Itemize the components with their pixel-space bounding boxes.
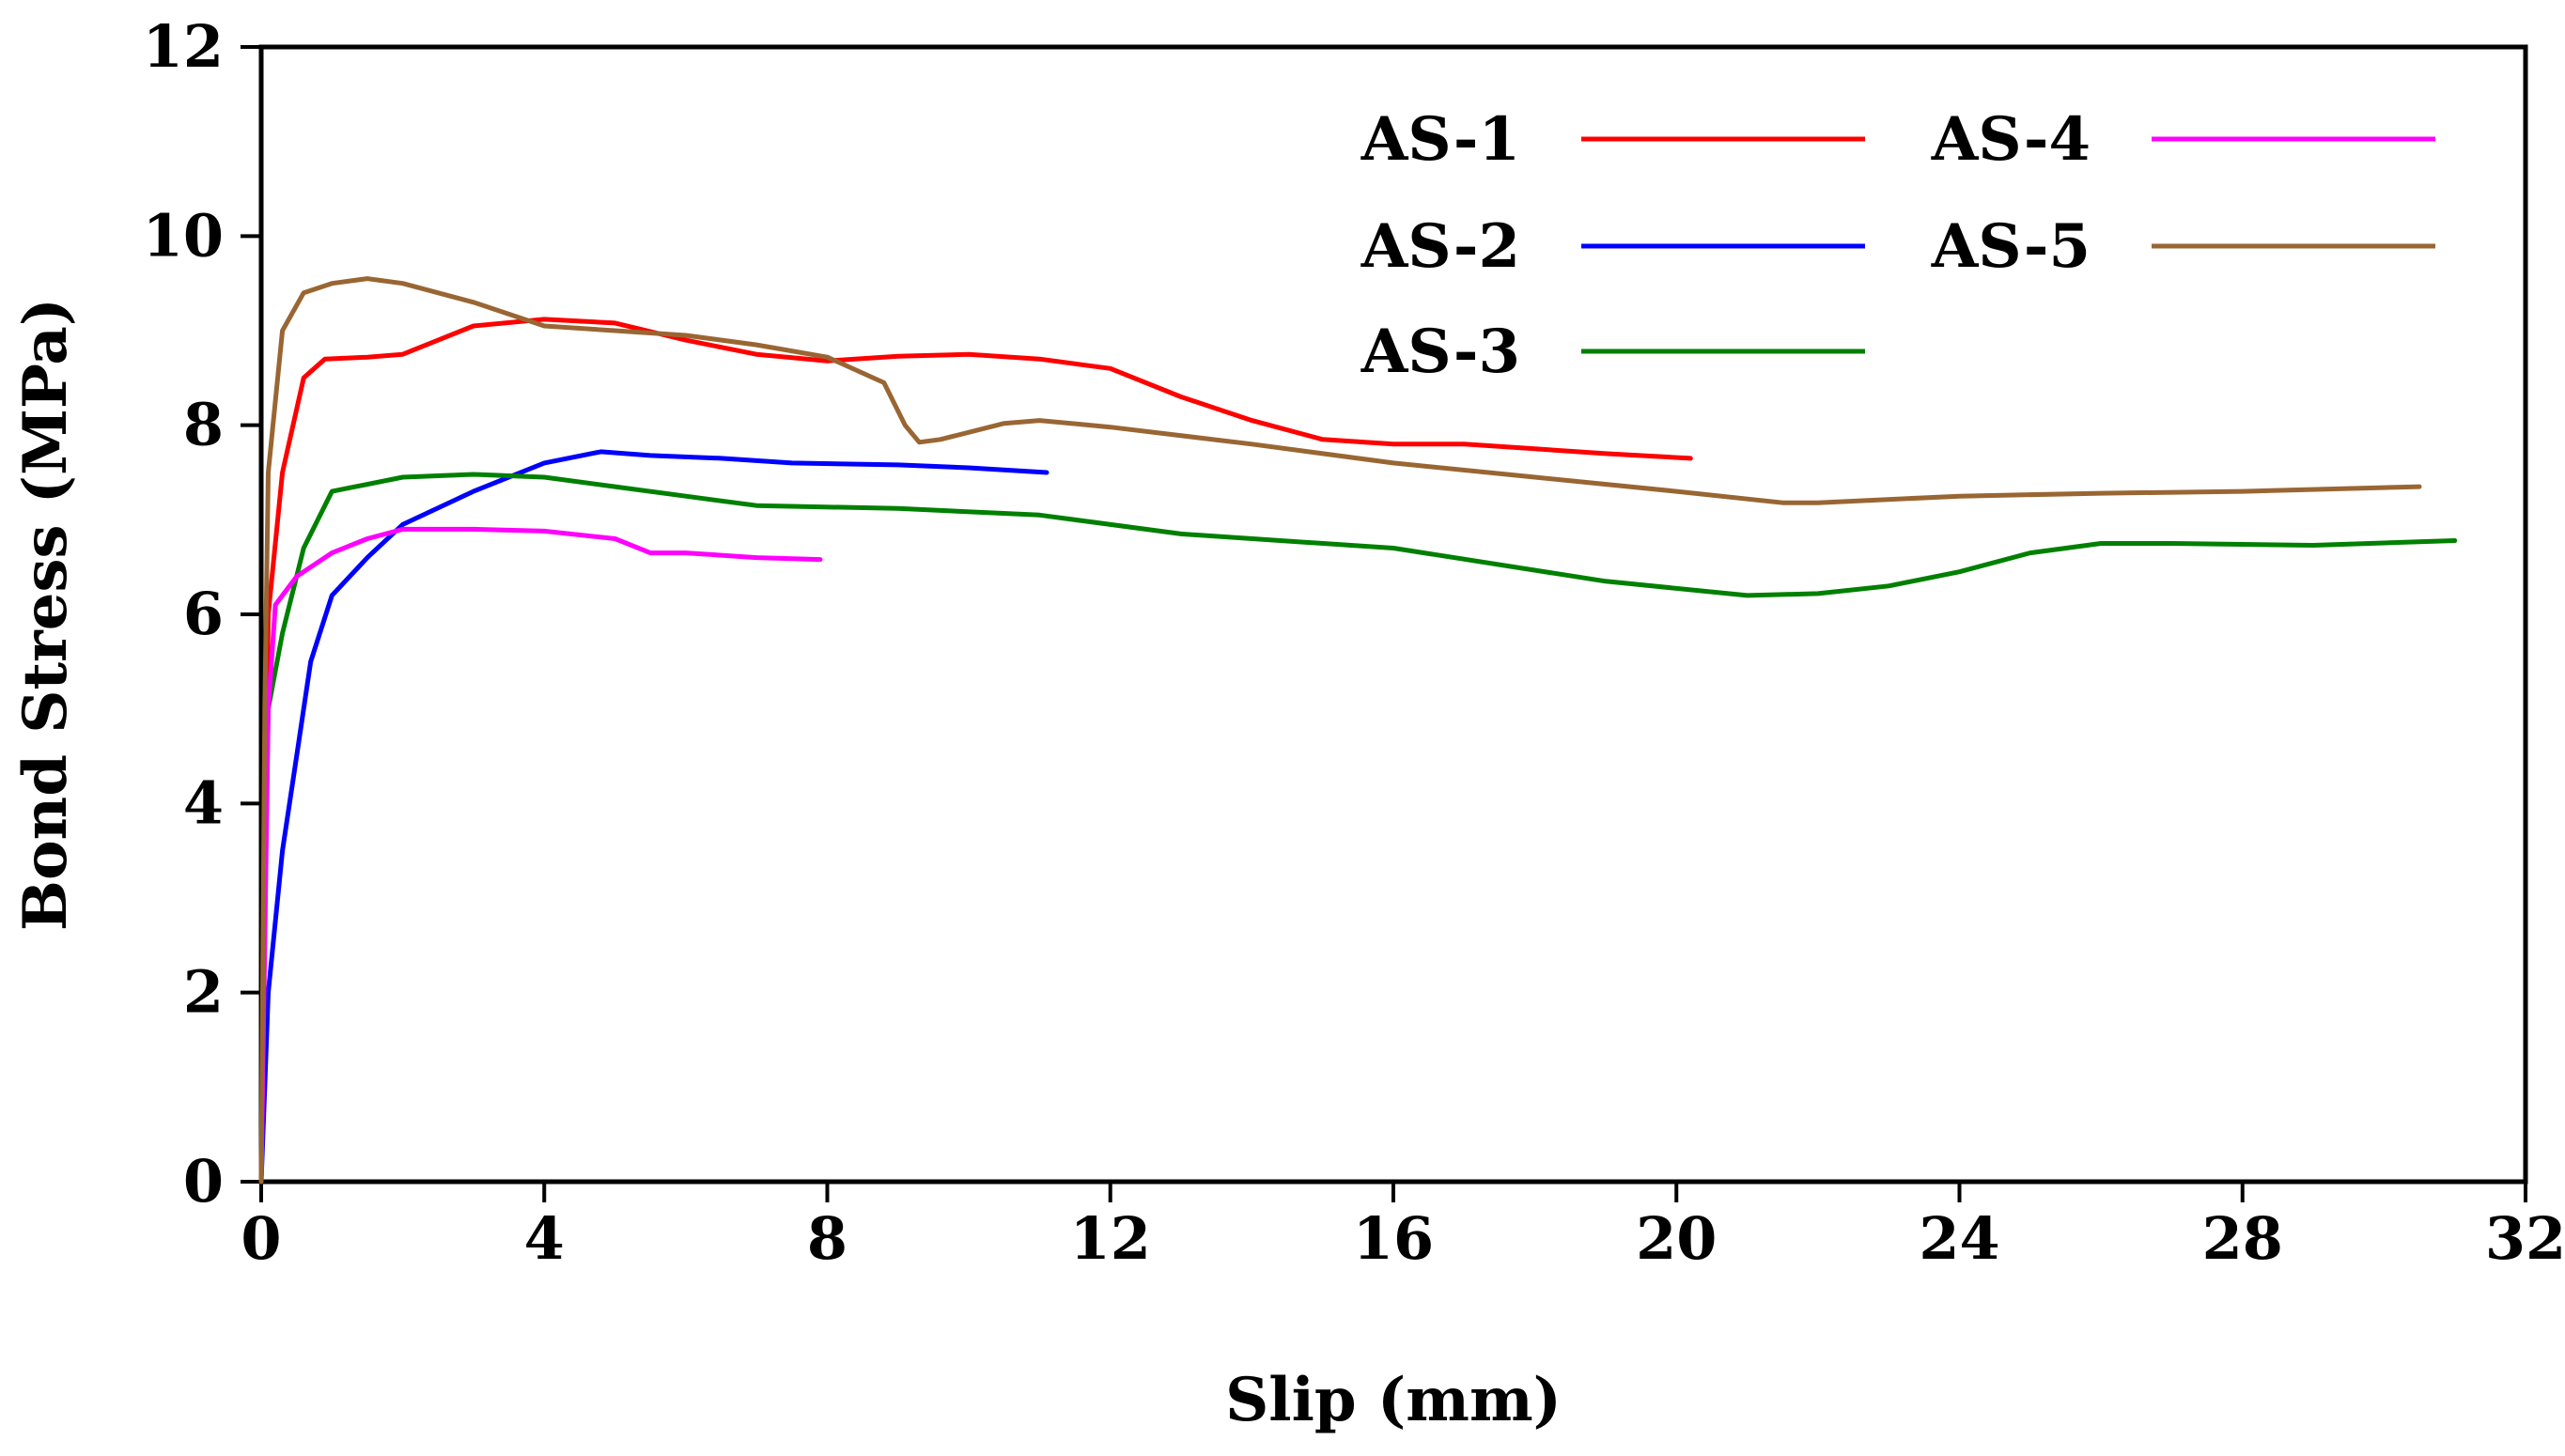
- x-tick-label: 4: [524, 1204, 565, 1273]
- legend-label: AS-3: [1360, 317, 1520, 387]
- y-tick-label: 10: [143, 201, 224, 270]
- legend-item-as-2: AS-2: [1360, 211, 1865, 282]
- legend-item-as-3: AS-3: [1360, 317, 1865, 387]
- x-axis-title: Slip (mm): [1225, 1365, 1562, 1435]
- series-line-as-2: [258, 449, 1049, 1185]
- x-tick-label: 16: [1353, 1204, 1434, 1273]
- legend-label: AS-5: [1931, 211, 2091, 282]
- legend-item-as-5: AS-5: [1931, 211, 2435, 282]
- legend-item-as-4: AS-4: [1931, 104, 2435, 175]
- x-tick-label: 20: [1636, 1204, 1717, 1273]
- legend-label: AS-1: [1360, 104, 1520, 175]
- legend-label: AS-4: [1931, 104, 2091, 175]
- y-axis-title: Bond Stress (MPa): [10, 298, 81, 931]
- legend: AS-1 AS-2 AS-3 AS-4 AS-5: [1360, 104, 2435, 387]
- x-tick-label: 28: [2202, 1204, 2283, 1273]
- y-tick-label: 12: [143, 12, 224, 81]
- y-tick-label: 0: [183, 1147, 224, 1216]
- x-tick-label: 0: [241, 1204, 281, 1273]
- x-tick-label: 24: [1919, 1204, 1999, 1273]
- legend-label: AS-2: [1360, 211, 1520, 282]
- series-line-as-3: [258, 472, 2458, 1185]
- series-line-as-1: [258, 317, 1693, 1185]
- y-tick-label: 2: [183, 958, 224, 1027]
- x-tick-label: 12: [1070, 1204, 1151, 1273]
- series-line-as-5: [258, 276, 2422, 1185]
- y-axis-ticks: 0 2 4 6 8 10 12: [143, 12, 261, 1216]
- series-line-as-4: [258, 526, 823, 1185]
- y-tick-label: 8: [183, 391, 224, 459]
- x-tick-label: 8: [807, 1204, 847, 1273]
- series-lines: [258, 276, 2458, 1185]
- legend-item-as-1: AS-1: [1360, 104, 1865, 175]
- x-axis-ticks: 0 4 8 12 16 20 24 28 32: [241, 1182, 2565, 1273]
- y-tick-label: 6: [183, 580, 224, 648]
- x-tick-label: 32: [2485, 1204, 2565, 1273]
- y-tick-label: 4: [183, 768, 224, 837]
